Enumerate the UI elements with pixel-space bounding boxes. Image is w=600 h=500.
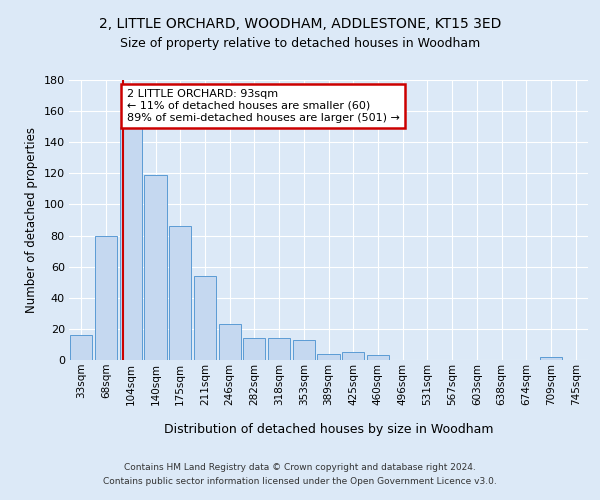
Text: Distribution of detached houses by size in Woodham: Distribution of detached houses by size … [164, 422, 494, 436]
Text: 2, LITTLE ORCHARD, WOODHAM, ADDLESTONE, KT15 3ED: 2, LITTLE ORCHARD, WOODHAM, ADDLESTONE, … [99, 18, 501, 32]
Y-axis label: Number of detached properties: Number of detached properties [25, 127, 38, 313]
Bar [194, 276, 216, 360]
Text: Size of property relative to detached houses in Woodham: Size of property relative to detached ho… [120, 38, 480, 51]
Bar [95, 236, 117, 360]
Text: 2 LITTLE ORCHARD: 93sqm
← 11% of detached houses are smaller (60)
89% of semi-de: 2 LITTLE ORCHARD: 93sqm ← 11% of detache… [127, 90, 400, 122]
Text: Contains HM Land Registry data © Crown copyright and database right 2024.: Contains HM Land Registry data © Crown c… [124, 462, 476, 471]
Bar [268, 338, 290, 360]
Bar [70, 335, 92, 360]
Bar [145, 175, 167, 360]
Bar [218, 324, 241, 360]
Bar [367, 356, 389, 360]
Bar [342, 352, 364, 360]
Text: Contains public sector information licensed under the Open Government Licence v3: Contains public sector information licen… [103, 478, 497, 486]
Bar [169, 226, 191, 360]
Bar [243, 338, 265, 360]
Bar [119, 126, 142, 360]
Bar [293, 340, 315, 360]
Bar [317, 354, 340, 360]
Bar [540, 357, 562, 360]
